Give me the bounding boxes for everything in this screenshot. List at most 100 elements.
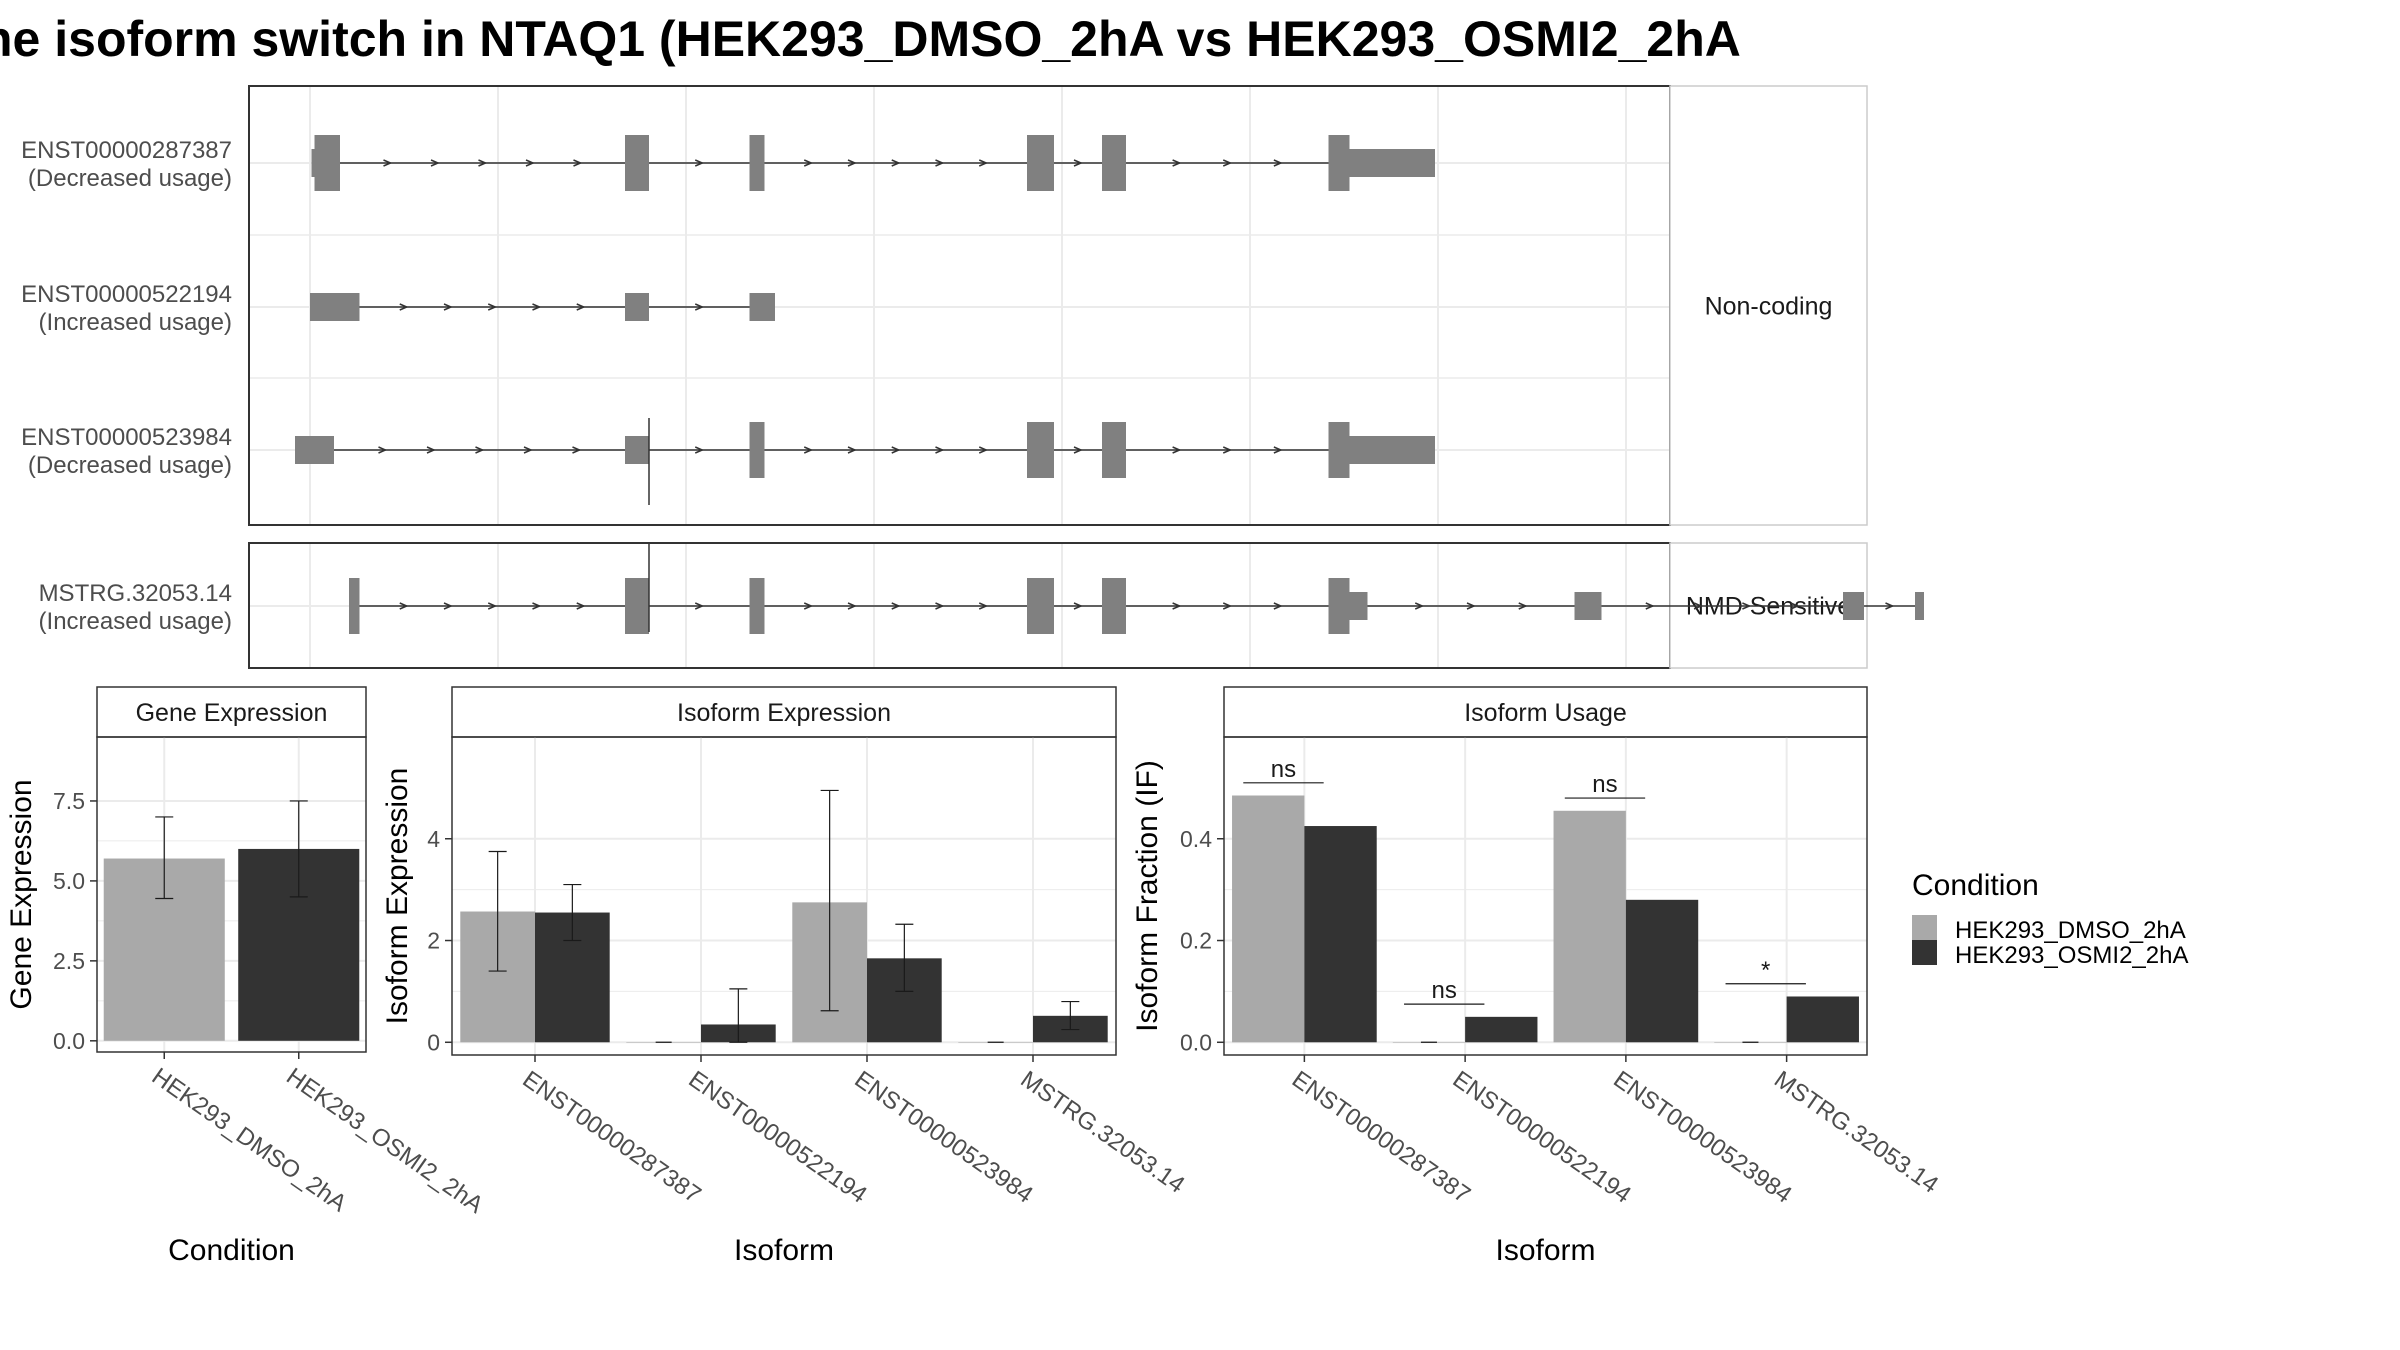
significance-annotation: ns	[1404, 977, 1485, 1005]
direction-arrow	[935, 602, 945, 610]
y-tick-label: 2	[427, 928, 440, 954]
significance-annotation: ns	[1243, 756, 1324, 784]
direction-arrow	[487, 602, 498, 610]
x-axis-title: Isoform	[1495, 1234, 1595, 1267]
y-tick-label: 0.4	[1180, 826, 1212, 852]
plot-frame	[96, 736, 367, 1053]
direction-arrow	[532, 303, 542, 311]
exon	[1574, 592, 1602, 620]
direction-arrow	[525, 159, 535, 167]
y-tick-label: 2.5	[53, 948, 85, 974]
error-bar	[895, 923, 914, 993]
direction-arrow	[978, 159, 989, 167]
direction-arrow	[1414, 602, 1425, 610]
exon	[349, 578, 360, 634]
direction-arrow	[1273, 446, 1283, 454]
error-bar	[289, 800, 308, 898]
isoform-usage-panel: Isoform Usage ns ns ns * 0.0 0.2 0.4 ENST0000028…	[1131, 686, 1943, 1267]
error-bar	[820, 789, 839, 1012]
y-tick-label: 5.0	[53, 868, 85, 894]
direction-arrow	[1693, 602, 1704, 610]
direction-arrow	[399, 602, 409, 610]
significance-label: *	[1761, 957, 1770, 984]
isoform-usage-label: (Decreased usage)	[28, 165, 232, 192]
isoform-expression-panel: Isoform Expression024ENST00000287387ENST…	[381, 686, 1190, 1267]
exon	[625, 135, 649, 191]
legend-key-osmi	[1912, 940, 1937, 965]
y-tick-label: 0.2	[1180, 928, 1212, 954]
plot-frame	[451, 736, 1117, 1056]
direction-arrow	[847, 159, 857, 167]
x-tick-label: ENST00000523984	[850, 1066, 1038, 1209]
exon	[625, 436, 649, 464]
y-tick-label: 0.0	[53, 1028, 85, 1054]
direction-arrow	[891, 159, 901, 167]
direction-arrow	[383, 159, 393, 167]
bar	[1232, 795, 1305, 1043]
y-axis-title: Gene Expression	[5, 779, 38, 1009]
isoform-track: MSTRG.32053.14(Increased usage)	[39, 578, 1924, 635]
isoform-usage-label: (Increased usage)	[39, 608, 232, 635]
direction-arrow	[847, 446, 857, 454]
exon	[625, 293, 649, 321]
legend-label-dmso: HEK293_DMSO_2hA	[1955, 917, 2186, 944]
plot-frame	[1223, 736, 1868, 1056]
bar	[1304, 826, 1377, 1043]
direction-arrow	[891, 602, 901, 610]
x-tick-label: ENST00000287387	[518, 1066, 706, 1209]
direction-arrow	[694, 303, 705, 311]
direction-arrow	[430, 159, 440, 167]
direction-arrow	[1172, 446, 1182, 454]
panel-title: Gene Expression	[136, 699, 328, 727]
direction-arrow	[378, 446, 388, 454]
exon	[1843, 592, 1864, 620]
legend-title: Condition	[1912, 869, 2039, 902]
direction-arrow	[532, 602, 542, 610]
isoform-id-label: ENST00000523984	[21, 424, 232, 451]
direction-arrow	[478, 159, 488, 167]
y-tick-label: 0.0	[1180, 1029, 1212, 1055]
direction-arrow	[1518, 602, 1528, 610]
direction-arrow	[1172, 602, 1182, 610]
direction-arrow	[847, 602, 857, 610]
gene-expression-panel: Gene Expression0.02.55.07.5HEK293_DMSO_2…	[5, 686, 488, 1267]
direction-arrow	[1742, 602, 1752, 610]
error-bar	[729, 988, 748, 1043]
isoform-track: ENST00000523984(Decreased usage)	[21, 422, 1435, 479]
direction-arrow	[978, 602, 989, 610]
direction-arrow	[475, 446, 485, 454]
exon	[1915, 592, 1924, 620]
direction-arrow	[576, 303, 586, 311]
direction-arrow	[978, 446, 989, 454]
direction-arrow	[443, 303, 453, 311]
x-axis-title: Condition	[168, 1234, 295, 1267]
direction-arrow	[694, 446, 705, 454]
direction-arrow	[803, 159, 814, 167]
direction-arrow	[891, 446, 901, 454]
direction-arrow	[573, 159, 583, 167]
exon	[1328, 422, 1350, 478]
panel-title: Isoform Usage	[1464, 699, 1627, 727]
x-tick-label: MSTRG.32053.14	[1016, 1066, 1190, 1199]
isoform-usage-label: (Decreased usage)	[28, 452, 232, 479]
direction-arrow	[1273, 159, 1283, 167]
exon	[1027, 135, 1054, 191]
exon	[625, 578, 649, 634]
direction-arrow	[487, 303, 498, 311]
exon	[1102, 422, 1126, 478]
exon	[310, 293, 360, 321]
exon	[295, 436, 334, 464]
exon	[1027, 578, 1054, 634]
direction-arrow	[1073, 446, 1083, 454]
error-bar	[563, 883, 582, 942]
bar	[1553, 810, 1626, 1043]
y-tick-label: 4	[427, 826, 440, 852]
significance-label: ns	[1592, 771, 1617, 798]
structure-frame	[248, 85, 1671, 526]
error-bar	[488, 850, 507, 972]
y-axis-title: Isoform Fraction (IF)	[1131, 760, 1164, 1032]
x-tick-label: ENST00000523984	[1608, 1066, 1796, 1209]
panel-strip	[96, 686, 367, 738]
